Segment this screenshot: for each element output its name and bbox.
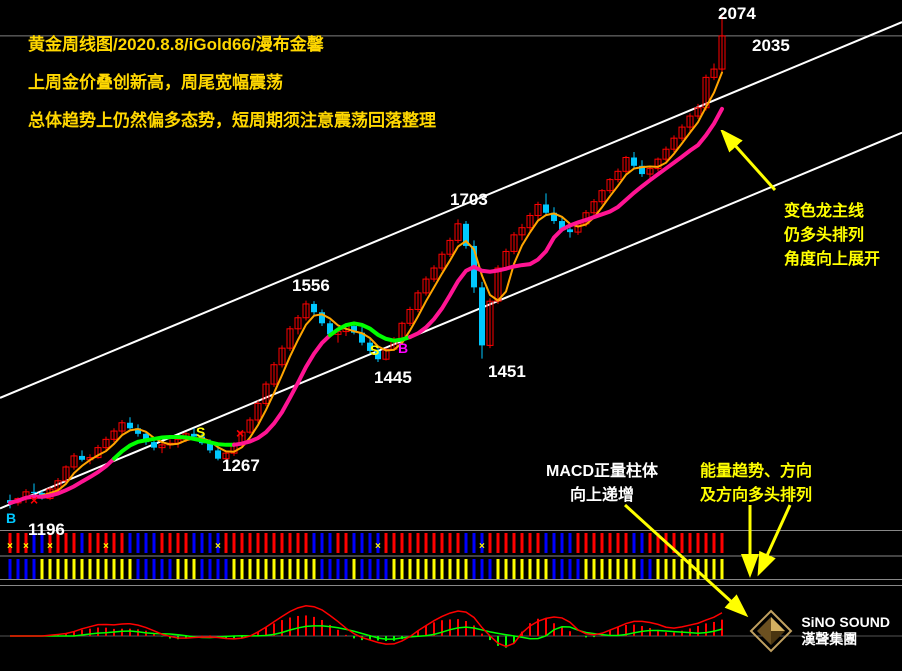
price-label-2074: 2074 xyxy=(718,4,756,24)
marker-4: S xyxy=(370,342,379,358)
svg-text:×: × xyxy=(375,541,381,552)
svg-text:×: × xyxy=(479,541,485,552)
annotation-macd: MACD正量柱体向上递增 xyxy=(546,460,658,508)
svg-text:×: × xyxy=(23,541,29,552)
marker-2: S xyxy=(196,424,205,440)
price-label-1703: 1703 xyxy=(450,190,488,210)
svg-text:×: × xyxy=(47,541,53,552)
marker-3: × xyxy=(236,425,244,441)
price-label-1451: 1451 xyxy=(488,362,526,382)
marker-0: B xyxy=(6,510,16,526)
price-label-1267: 1267 xyxy=(222,456,260,476)
header-line2: 上周金价叠创新高，周尾宽幅震荡 xyxy=(28,68,283,93)
arrow-to-energy2 xyxy=(750,500,810,580)
svg-text:×: × xyxy=(103,541,109,552)
svg-text:×: × xyxy=(7,541,13,552)
marker-1: × xyxy=(30,492,38,508)
annotation-chameleon: 变色龙主线仍多头排列角度向上展开 xyxy=(784,200,880,272)
logo-brand-cn: 漢聲集團 xyxy=(801,631,890,648)
header-line1: 黄金周线图/2020.8.8/iGold66/漫布金馨 xyxy=(28,30,324,55)
logo-brand-en: SiNO SOUND xyxy=(801,614,890,631)
price-label-2035: 2035 xyxy=(752,36,790,56)
logo-diamond-icon xyxy=(749,609,793,653)
annotation-energy: 能量趋势、方向及方向多头排列 xyxy=(700,460,812,508)
arrow-to-ma xyxy=(720,130,800,210)
header-line3: 总体趋势上仍然偏多态势，短周期须注意震荡回落整理 xyxy=(28,106,436,131)
marker-5: B xyxy=(398,340,408,356)
logo: SiNO SOUND 漢聲集團 xyxy=(749,609,890,653)
price-label-1196: 1196 xyxy=(28,520,65,540)
price-label-1445: 1445 xyxy=(374,368,412,388)
price-label-1556: 1556 xyxy=(292,276,330,296)
svg-text:×: × xyxy=(215,541,221,552)
